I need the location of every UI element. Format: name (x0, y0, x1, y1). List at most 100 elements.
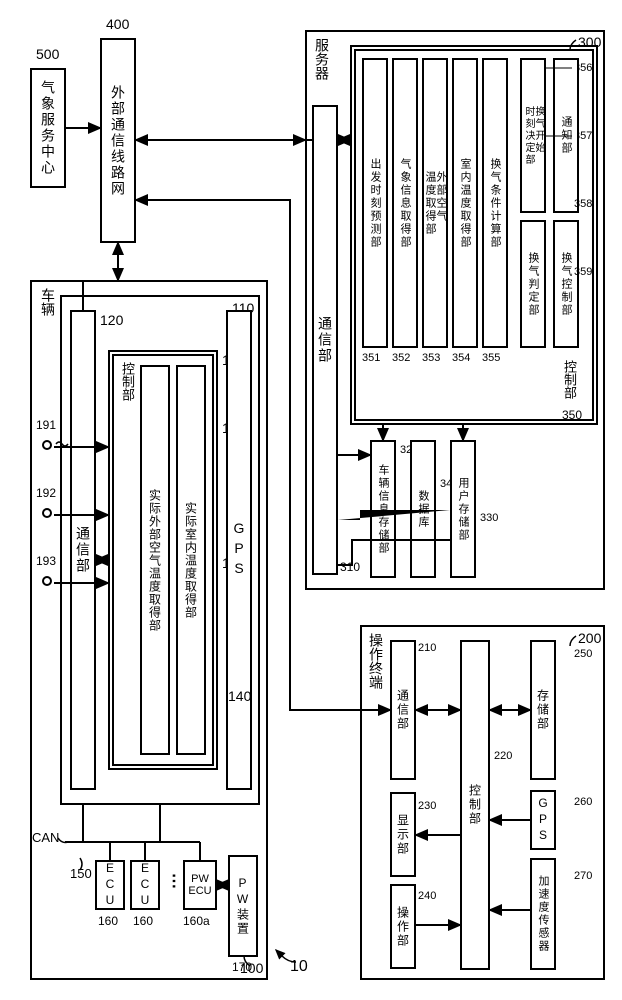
srv-vent-judge-label: 换气判定部 (522, 222, 544, 346)
srv-notify: 通知部 (553, 58, 579, 213)
sensor-191-num: 191 (36, 418, 56, 432)
term-control-label: 控制部 (462, 642, 488, 968)
ext-network-num: 400 (106, 16, 129, 32)
vehicle-ext-temp: 实际外部空气温度取得部 (140, 365, 170, 755)
vehicle-comm-label: 通信部 (72, 312, 94, 788)
srv-notify-label: 通知部 (555, 60, 577, 211)
server-comm-num: 310 (340, 560, 360, 574)
srv-user-store-num: 330 (480, 512, 498, 524)
term-comm-num: 210 (418, 642, 436, 654)
srv-ext-air: 外部空气温度取得部 (422, 58, 448, 348)
pw-dev-label: PW装置 (230, 857, 256, 955)
ecu-1: ECU (95, 860, 125, 910)
srv-room-temp-label: 室内温度取得部 (454, 60, 476, 346)
srv-vent-ctrl-num: 359 (574, 266, 592, 278)
srv-user-store-label: 用户存储部 (452, 442, 474, 576)
srv-db: 数据库 (410, 440, 436, 578)
terminal-title: 操作终端 (366, 633, 386, 689)
server-control-title: 控制部 (560, 360, 579, 399)
srv-vent-ctrl: 换气控制部 (553, 220, 579, 348)
pw-ecu: PWECU (183, 860, 217, 910)
ecu-1-label: ECU (97, 862, 123, 908)
term-operate-label: 操作部 (392, 886, 414, 967)
term-operate: 操作部 (390, 884, 416, 969)
term-accel-label: 加速度传感器 (532, 860, 554, 968)
pw-ecu-label: PWECU (185, 862, 215, 908)
vehicle-int-temp-label: 实际室内温度取得部 (178, 367, 204, 753)
sensor-193-num: 193 (36, 554, 56, 568)
sensor-192-num: 192 (36, 486, 56, 500)
pw-ecu-num: 160a (183, 914, 210, 928)
term-storage-num: 250 (574, 648, 592, 660)
term-display-num: 230 (418, 800, 436, 812)
srv-weather-num: 352 (392, 352, 410, 364)
srv-depart-num: 351 (362, 352, 380, 364)
server-control-num: 350 (562, 408, 582, 422)
term-gps: GPS (530, 790, 556, 850)
can-label: CAN (32, 830, 59, 845)
srv-vent-start: 换气开始时刻决定部 (520, 58, 546, 213)
server-title: 服务器 (312, 38, 332, 80)
term-control-num: 220 (494, 750, 512, 762)
srv-user-store: 用户存储部 (450, 440, 476, 578)
term-display: 显示部 (390, 792, 416, 877)
sensor-193 (42, 576, 52, 586)
term-comm: 通信部 (390, 640, 416, 780)
term-display-label: 显示部 (392, 794, 414, 875)
server-comm-label: 通信部 (314, 107, 336, 573)
vehicle-title: 车辆 (38, 288, 58, 316)
weather-center-box: 气象服务中心 (30, 68, 66, 188)
vehicle-int-temp: 实际室内温度取得部 (176, 365, 206, 755)
term-storage: 存储部 (530, 640, 556, 780)
vehicle-gps-label: GPS (228, 312, 250, 788)
srv-veh-store: 车辆信息存储部 (370, 440, 396, 578)
term-gps-num: 260 (574, 796, 592, 808)
can-num: 150 (70, 866, 92, 881)
pw-dev: PW装置 (228, 855, 258, 957)
srv-vent-calc-num: 355 (482, 352, 500, 364)
sensor-192 (42, 508, 52, 518)
srv-depart: 出发时刻预测部 (362, 58, 388, 348)
srv-db-label: 数据库 (412, 442, 434, 576)
ecu-2-label: ECU (132, 862, 158, 908)
term-comm-label: 通信部 (392, 642, 414, 778)
srv-vent-ctrl-label: 换气控制部 (555, 222, 577, 346)
srv-room-temp-num: 354 (452, 352, 470, 364)
pw-dev-num: 170 (232, 960, 252, 974)
ecu-2-num: 160 (133, 914, 153, 928)
vehicle-comm: 通信部 (70, 310, 96, 790)
srv-weather: 气象信息取得部 (392, 58, 418, 348)
srv-depart-label: 出发时刻预测部 (364, 60, 386, 346)
srv-vent-calc: 换气条件计算部 (482, 58, 508, 348)
srv-veh-store-label: 车辆信息存储部 (372, 442, 394, 576)
srv-vent-calc-label: 换气条件计算部 (484, 60, 506, 346)
term-gps-label: GPS (532, 792, 554, 848)
ext-network-box: 外部通信线路网 (100, 38, 136, 243)
terminal-num: 200 (578, 630, 601, 646)
srv-ext-air-label: 外部空气温度取得部 (424, 60, 446, 346)
srv-vent-judge: 换气判定部 (520, 220, 546, 348)
ecu-2: ECU (130, 860, 160, 910)
srv-room-temp: 室内温度取得部 (452, 58, 478, 348)
vehicle-ext-temp-label: 实际外部空气温度取得部 (142, 367, 168, 753)
srv-weather-label: 气象信息取得部 (394, 60, 416, 346)
system-id: 10 (290, 958, 308, 976)
vehicle-gps: GPS (226, 310, 252, 790)
vehicle-control-title: 控制部 (118, 362, 137, 401)
srv-notify-num: 358 (574, 198, 592, 210)
srv-ext-air-num: 353 (422, 352, 440, 364)
term-accel: 加速度传感器 (530, 858, 556, 970)
vehicle-comm-num: 120 (100, 312, 123, 328)
srv-vent-start-label: 换气开始时刻决定部 (522, 60, 544, 211)
term-operate-num: 240 (418, 890, 436, 902)
weather-center-label: 气象服务中心 (32, 70, 64, 186)
term-storage-label: 存储部 (532, 642, 554, 778)
server-comm: 通信部 (312, 105, 338, 575)
ecu-dots: ⋯ (164, 873, 183, 889)
vehicle-gps-num: 140 (228, 688, 251, 704)
term-accel-num: 270 (574, 870, 592, 882)
sensor-191 (42, 440, 52, 450)
ecu-1-num: 160 (98, 914, 118, 928)
ext-network-label: 外部通信线路网 (102, 40, 134, 241)
weather-center-num: 500 (36, 46, 59, 62)
